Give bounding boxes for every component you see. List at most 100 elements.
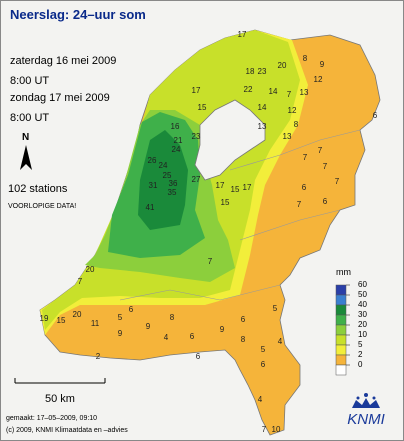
- station-count: 102 stations: [8, 183, 68, 195]
- station-value: 11: [91, 319, 100, 328]
- station-value: 5: [118, 313, 123, 322]
- station-value: 26: [148, 156, 157, 165]
- period: zondag 17 mei 2009: [10, 92, 110, 104]
- station-value: 22: [244, 85, 253, 94]
- station-value: 27: [192, 175, 201, 184]
- station-value: 25: [163, 171, 172, 180]
- logo: KNMI: [347, 411, 385, 428]
- station-value: 20: [278, 61, 287, 70]
- station-value: 31: [149, 181, 158, 190]
- station-value: 7: [78, 277, 83, 286]
- station-value: 4: [278, 337, 283, 346]
- station-value: 10: [272, 425, 281, 434]
- station-value: 7: [208, 257, 213, 266]
- station-value: 16: [171, 122, 180, 131]
- station-value: 7: [318, 146, 323, 155]
- station-value: 7: [335, 177, 340, 186]
- title: Neerslag: 24–uur som: [10, 7, 146, 22]
- north-arrow: [20, 145, 32, 170]
- station-value: 20: [86, 265, 95, 274]
- legend-swatch: [335, 334, 347, 346]
- station-value: 21: [174, 136, 183, 145]
- station-value: 17: [192, 86, 201, 95]
- station-value: 36: [169, 179, 178, 188]
- station-value: 12: [288, 106, 297, 115]
- station-value: 6: [302, 183, 307, 192]
- legend-swatch: [335, 344, 347, 356]
- north-label: N: [22, 132, 29, 143]
- legend-swatch: [335, 364, 347, 376]
- scale-label: 50 km: [45, 393, 75, 405]
- legend-swatch: [335, 284, 347, 296]
- station-value: 6: [323, 197, 328, 206]
- station-value: 6: [241, 315, 246, 324]
- station-value: 17: [238, 30, 247, 39]
- legend-swatch: [335, 314, 347, 326]
- station-value: 8: [303, 54, 308, 63]
- station-value: 9: [320, 60, 325, 69]
- station-value: 9: [220, 325, 225, 334]
- station-value: 7: [262, 425, 267, 434]
- station-value: 17: [243, 183, 252, 192]
- station-value: 9: [118, 329, 123, 338]
- station-value: 7: [297, 200, 302, 209]
- footer: gemaakt: 17–05–2009, 09:10: [6, 415, 97, 422]
- station-value: 14: [269, 87, 278, 96]
- legend-label: 5: [358, 340, 363, 349]
- station-value: 9: [146, 322, 151, 331]
- station-value: 6: [261, 360, 266, 369]
- period: 8:00 UT: [10, 112, 49, 124]
- station-value: 13: [258, 122, 267, 131]
- station-value: 23: [258, 67, 267, 76]
- legend-label: 50: [358, 290, 367, 299]
- station-value: 7: [287, 90, 292, 99]
- station-value: 8: [241, 335, 246, 344]
- legend-label: 0: [358, 360, 363, 369]
- station-value: 6: [129, 305, 134, 314]
- legend-swatch: [335, 294, 347, 306]
- period: zaterdag 16 mei 2009: [10, 55, 116, 67]
- logo-crown: [352, 393, 380, 408]
- legend-label: 20: [358, 320, 367, 329]
- station-value: 7: [323, 162, 328, 171]
- station-value: 13: [283, 132, 292, 141]
- station-value: 6: [373, 111, 378, 120]
- station-value: 4: [258, 395, 263, 404]
- legend-label: 10: [358, 330, 367, 339]
- legend-unit: mm: [336, 267, 351, 277]
- station-value: 4: [164, 333, 169, 342]
- scale-bar: [14, 378, 106, 384]
- station-value: 17: [216, 181, 225, 190]
- station-value: 20: [73, 310, 82, 319]
- station-value: 15: [198, 103, 207, 112]
- station-value: 24: [159, 161, 168, 170]
- legend-label: 2: [358, 350, 363, 359]
- station-value: 15: [57, 316, 66, 325]
- station-value: 23: [192, 132, 201, 141]
- station-value: 5: [261, 345, 266, 354]
- station-value: 24: [172, 145, 181, 154]
- station-value: 12: [314, 75, 323, 84]
- station-value: 8: [170, 313, 175, 322]
- station-value: 7: [303, 153, 308, 162]
- station-value: 14: [258, 103, 267, 112]
- station-value: 6: [196, 352, 201, 361]
- legend-label: 30: [358, 310, 367, 319]
- notice: VOORLOPIGE DATA!: [8, 203, 76, 210]
- station-value: 19: [40, 314, 49, 323]
- period: 8:00 UT: [10, 75, 49, 87]
- station-value: 5: [273, 304, 278, 313]
- legend-swatch: [335, 304, 347, 316]
- station-value: 13: [300, 88, 309, 97]
- station-value: 8: [294, 120, 299, 129]
- legend-label: 40: [358, 300, 367, 309]
- station-value: 15: [231, 185, 240, 194]
- station-value: 15: [221, 198, 230, 207]
- station-value: 18: [246, 67, 255, 76]
- legend-swatch: [335, 324, 347, 336]
- legend-swatch: [335, 354, 347, 366]
